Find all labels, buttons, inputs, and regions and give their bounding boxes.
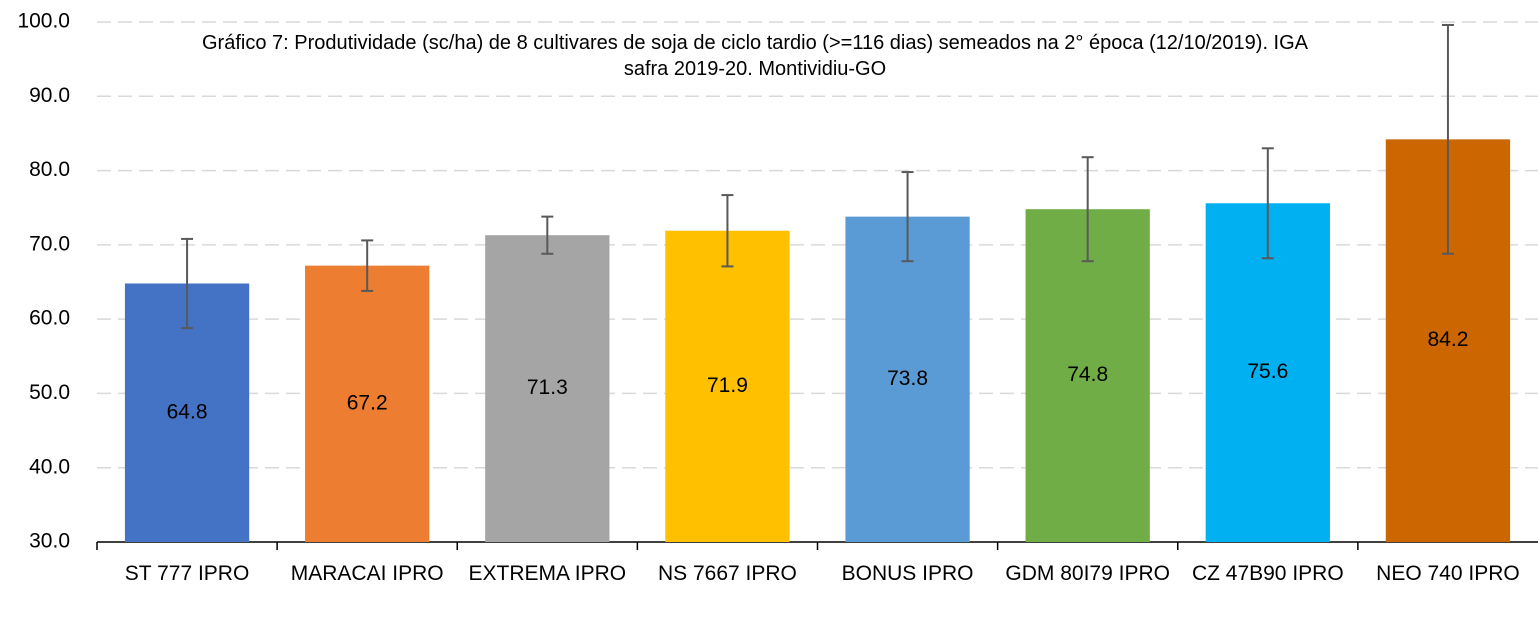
data-label: 64.8 [167,400,208,423]
chart-title: Gráfico 7: Produtividade (sc/ha) de 8 cu… [201,32,1309,80]
x-tick-label: NEO 740 IPRO [1376,562,1520,585]
data-label: 71.3 [527,376,568,399]
y-tick-label: 30.0 [29,530,70,553]
y-tick-label: 100.0 [17,10,70,33]
data-label: 67.2 [347,391,388,414]
bar [485,235,610,542]
x-tick-label: CZ 47B90 IPRO [1191,562,1344,585]
x-tick-label: ST 777 IPRO [124,562,250,585]
bar [305,265,430,542]
y-tick-label: 60.0 [29,307,70,330]
y-tick-label: 80.0 [29,158,70,181]
y-tick-label: 90.0 [29,84,70,107]
x-tick-label: EXTREMA IPRO [468,562,627,585]
x-tick-label: BONUS IPRO [841,562,974,585]
x-tick-label: GDM 80I79 IPRO [1005,562,1170,585]
y-tick-label: 70.0 [29,232,70,255]
data-label: 73.8 [887,367,928,390]
y-tick-label: 40.0 [29,455,70,478]
x-tick-label: MARACAI IPRO [290,562,444,585]
data-label: 84.2 [1428,328,1469,351]
data-label: 75.6 [1247,360,1288,383]
bar [1025,209,1150,542]
bar [845,216,970,542]
bar [1205,203,1330,542]
data-label: 71.9 [707,374,748,397]
bar [665,230,790,542]
x-tick-label: NS 7667 IPRO [657,562,797,585]
y-tick-label: 50.0 [29,381,70,404]
data-label: 74.8 [1067,363,1108,386]
